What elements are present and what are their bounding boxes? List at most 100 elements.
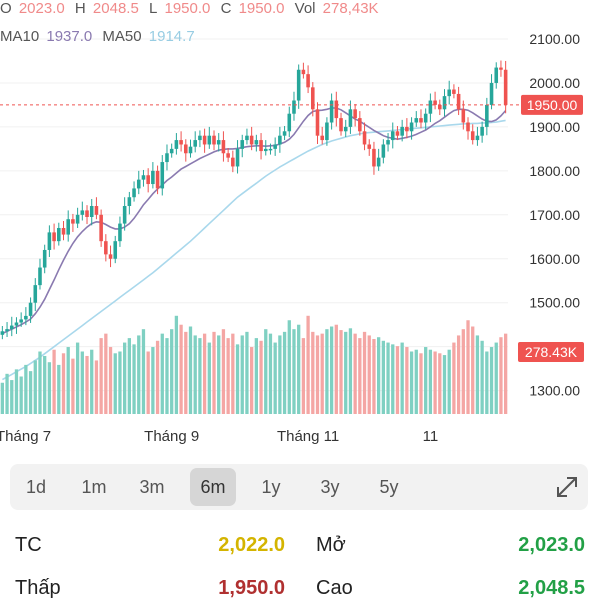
grid-lines	[0, 38, 508, 392]
candle-body	[61, 227, 66, 235]
high-price-value: 2,048.5	[518, 577, 585, 599]
volume-bar	[184, 331, 188, 414]
candle-body	[433, 100, 437, 105]
ma10-value: 1937.0	[46, 28, 93, 45]
volume-bar	[405, 347, 409, 414]
close-label: C	[220, 0, 232, 17]
candle-body	[151, 170, 155, 185]
candle-body	[329, 100, 334, 123]
volume-bar	[372, 339, 376, 414]
candle-body	[325, 122, 329, 141]
candle-body	[221, 140, 226, 154]
candle-body	[452, 89, 456, 94]
volume-bar	[320, 333, 324, 414]
candle-body	[367, 144, 372, 149]
x-axis: Tháng 7 Tháng 9 Tháng 11 11	[0, 428, 438, 445]
ma50-line	[2, 119, 506, 381]
candle-body	[89, 206, 94, 217]
candle-body	[311, 87, 315, 110]
candle-body	[0, 331, 5, 335]
volume-bar	[170, 329, 174, 414]
ma50-line-group	[2, 119, 506, 381]
y-tick-label: 1700.00	[529, 207, 580, 223]
volume-bar	[297, 324, 301, 414]
open-value: 2023.0	[18, 0, 65, 17]
volume-bar	[273, 342, 277, 414]
volume-bar	[245, 331, 249, 414]
candle-body	[75, 214, 80, 224]
candle-body	[169, 148, 174, 154]
x-tick-label: Tháng 9	[144, 428, 199, 445]
volume-bar	[250, 347, 254, 414]
candle-body	[245, 135, 249, 141]
current-volume-label: 278.43K	[525, 344, 578, 360]
price-chart[interactable]: 2100.00 2000.00 1900.00 1800.00 1700.00 1600.…	[0, 0, 600, 460]
candle-body	[400, 126, 404, 136]
volume-bar	[108, 347, 113, 414]
timeframe-1d-button[interactable]: 1d	[25, 476, 47, 497]
high-price-label: Cao	[316, 577, 353, 599]
expand-icon[interactable]	[551, 471, 583, 503]
open-price-value: 2,023.0	[518, 534, 585, 556]
candle-body	[99, 214, 103, 242]
candle-body	[9, 325, 14, 330]
candle-body	[306, 74, 310, 88]
volume-bar	[123, 342, 127, 414]
candle-body	[390, 131, 395, 141]
candle-body	[475, 135, 480, 141]
volume-bar	[268, 333, 273, 414]
ohlc-readout: O 2023.0 H 2048.5 L 1950.0 C 1950.0 Vol …	[0, 0, 385, 20]
volume-bar	[198, 338, 202, 414]
volume-bar	[447, 349, 451, 414]
volume-bar	[14, 369, 19, 414]
candle-body	[442, 96, 447, 110]
volume-bar	[66, 347, 70, 414]
volume-bar	[52, 349, 56, 414]
timeframe-1m-button[interactable]: 1m	[81, 476, 107, 497]
candle-body	[198, 135, 202, 141]
volume-bar	[264, 329, 268, 414]
volume-bar	[344, 331, 348, 414]
candle-body	[339, 118, 343, 132]
y-tick-label: 1600.00	[529, 251, 580, 267]
volume-bar	[438, 353, 442, 414]
candle-body	[52, 232, 56, 242]
candle-body	[165, 153, 169, 163]
volume-bar	[94, 360, 99, 414]
timeframe-selector: 1d 1m 3m 6m 1y 3y 5y	[10, 464, 588, 510]
candle-body	[57, 227, 61, 242]
ma10-line-group	[2, 107, 507, 335]
candle-body	[42, 249, 47, 268]
candle-body	[466, 122, 470, 132]
open-price-label: Mở	[316, 534, 346, 556]
candle-body	[499, 67, 503, 70]
candle-body	[80, 210, 85, 215]
close-value: 1950.0	[238, 0, 285, 17]
candle-body	[38, 267, 42, 286]
low-label: L	[148, 0, 158, 17]
timeframe-3y-button[interactable]: 3y	[320, 476, 340, 497]
volume-bar	[85, 355, 89, 414]
volume-bar	[231, 333, 235, 414]
volume-bar	[127, 338, 131, 414]
high-value: 2048.5	[92, 0, 139, 17]
y-tick-label: 2100.00	[529, 31, 580, 47]
volume-bar	[57, 364, 61, 414]
timeframe-3m-button[interactable]: 3m	[139, 476, 165, 497]
timeframe-5y-button[interactable]: 5y	[379, 476, 399, 497]
volume-bar	[5, 373, 9, 414]
timeframe-6m-button[interactable]: 6m	[190, 468, 236, 506]
candle-body	[485, 104, 489, 127]
ma10-label: MA10	[0, 28, 40, 45]
low-price-label: Thấp	[15, 577, 61, 599]
candle-body	[5, 329, 9, 332]
candle-body	[480, 126, 484, 136]
timeframe-1y-button[interactable]: 1y	[261, 476, 281, 497]
volume-bar	[386, 342, 390, 414]
volume-bar	[489, 347, 494, 414]
volume-bar	[311, 331, 315, 414]
candle-body	[155, 170, 160, 189]
volume-bar	[381, 340, 385, 414]
volume-bar	[0, 382, 4, 414]
candle-body	[122, 206, 127, 224]
